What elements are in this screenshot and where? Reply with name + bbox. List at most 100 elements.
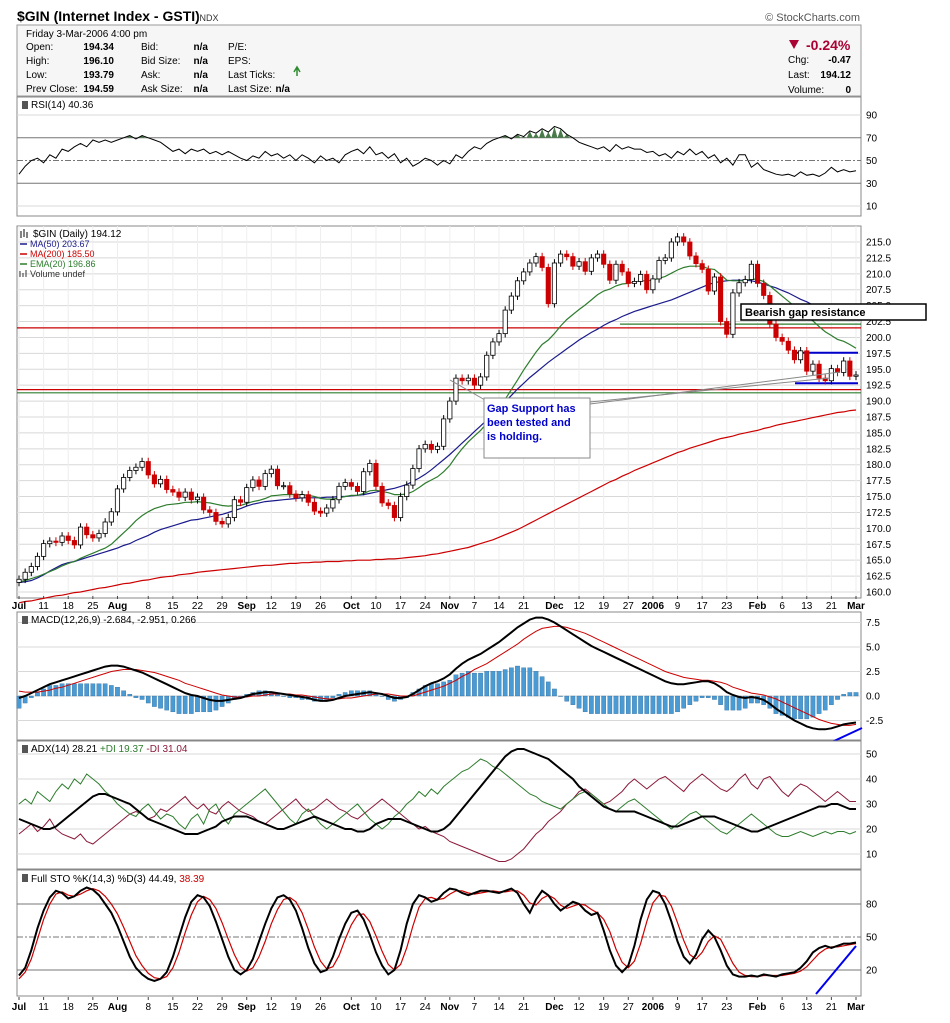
- candle: [391, 505, 397, 518]
- y-tick-label: 90: [866, 111, 878, 122]
- y-tick-label: 172.5: [866, 508, 891, 519]
- x-tick-label: 29: [217, 601, 229, 612]
- candle: [779, 337, 785, 342]
- macd-histogram-bar: [121, 690, 126, 697]
- price-grid: 160.0 162.5 165.0 167.5 170.0 172.5 175.0 177.5…: [17, 226, 891, 599]
- x-tick-label: 7: [472, 1002, 478, 1013]
- candle: [841, 360, 847, 373]
- macd-histogram-bar: [515, 665, 520, 697]
- legend-label: MA(50) 203.67: [30, 239, 90, 249]
- candle: [761, 282, 767, 296]
- x-tick-label: 21: [518, 1002, 530, 1013]
- candle: [59, 535, 65, 543]
- candle: [133, 466, 139, 471]
- x-tick-label: 17: [395, 601, 407, 612]
- x-tick-label: 10: [370, 1002, 382, 1013]
- candle: [281, 485, 287, 488]
- candle: [219, 520, 225, 525]
- candle: [47, 540, 53, 545]
- candle: [674, 236, 681, 243]
- macd-histogram-bar: [453, 674, 459, 697]
- x-tick-label: 7: [472, 601, 478, 612]
- macd-histogram-bar: [145, 695, 151, 704]
- candle: [244, 487, 250, 503]
- candle: [311, 501, 317, 512]
- adx-frame: [16, 740, 862, 870]
- legend-label: EMA(20) 196.86: [30, 259, 96, 269]
- macd-histogram-bar: [570, 695, 576, 705]
- macd-histogram-bar: [625, 695, 631, 714]
- x-tick-label: 2006: [642, 601, 665, 612]
- y-tick-label: 182.5: [866, 444, 891, 455]
- candle: [41, 543, 47, 557]
- candle: [539, 256, 545, 268]
- candle: [385, 502, 391, 506]
- x-tick-label: 18: [63, 601, 75, 612]
- macd-histogram-bar: [693, 695, 699, 702]
- gap-support-pointer: [449, 379, 486, 401]
- y-tick-label: 2.5: [866, 667, 880, 678]
- candle: [656, 260, 662, 280]
- macd-histogram-bar: [195, 695, 200, 713]
- candle: [570, 256, 576, 267]
- candle: [336, 485, 342, 501]
- candle: [748, 263, 754, 280]
- stochastic-title-part: 38.39: [179, 874, 204, 885]
- x-tick-label: 12: [573, 1002, 585, 1013]
- rsi-frame: [16, 96, 862, 217]
- adx-minus-di-line: [18, 773, 856, 862]
- candle: [613, 263, 619, 281]
- candle: [114, 488, 121, 513]
- chg-label: Chg:: [788, 55, 809, 66]
- macd-histogram-bar: [459, 672, 465, 697]
- macd-histogram-bar: [53, 685, 59, 697]
- candle: [398, 496, 404, 518]
- candle: [145, 461, 151, 476]
- macd-histogram-bar: [835, 695, 840, 700]
- macd-histogram-bar: [330, 695, 336, 698]
- candle: [127, 470, 133, 478]
- macd-histogram-bar: [65, 683, 71, 697]
- y-tick-label: 187.5: [866, 413, 891, 424]
- candle: [582, 261, 588, 272]
- rsi-grid: 10 30 50 70 90: [17, 111, 878, 213]
- x-tick-label: 6: [779, 601, 785, 612]
- macd-histogram-bar: [379, 695, 385, 697]
- x-tick-label: 11: [38, 601, 49, 612]
- macd-histogram-bar: [139, 695, 145, 700]
- macd-histogram-bar: [152, 695, 157, 707]
- x-tick-label: 29: [217, 1002, 229, 1013]
- x-tick-label: 19: [598, 1002, 610, 1013]
- y-tick-label: 162.5: [866, 572, 891, 583]
- candle: [170, 489, 176, 493]
- stochastic-k-line: [18, 886, 857, 983]
- macd-histogram-bar: [687, 695, 693, 705]
- adx-title-part: ADX(14) 28.21: [31, 744, 100, 755]
- macd-histogram-bar: [521, 667, 526, 697]
- macd-histogram-bar: [490, 671, 496, 697]
- y-tick-label: 165.0: [866, 556, 891, 567]
- y-tick-label: 70: [866, 133, 878, 144]
- y-tick-label: 30: [866, 179, 878, 190]
- y-tick-label: 180.0: [866, 460, 891, 471]
- candle: [594, 253, 601, 259]
- x-tick-label: Mar: [847, 601, 865, 612]
- y-tick-label: 207.5: [866, 285, 891, 296]
- macd-histogram-bar: [829, 695, 834, 705]
- quote-field-label: High:: [26, 56, 49, 67]
- quote-field-label: P/E:: [228, 42, 247, 53]
- x-tick-label: 25: [87, 601, 99, 612]
- macd-histogram-bar: [502, 669, 508, 697]
- macd-histogram-bar: [281, 695, 286, 697]
- x-tick-label: 13: [801, 601, 813, 612]
- macd-histogram-bar: [127, 694, 133, 697]
- quote-field-label: Bid Size:: [141, 56, 180, 67]
- candle: [342, 482, 348, 487]
- candle: [853, 374, 859, 377]
- y-tick-label: 192.5: [866, 381, 891, 392]
- quote-field-label: Low:: [26, 70, 47, 81]
- stochastic-frame: [16, 869, 862, 997]
- macd-histogram-bar: [78, 683, 83, 697]
